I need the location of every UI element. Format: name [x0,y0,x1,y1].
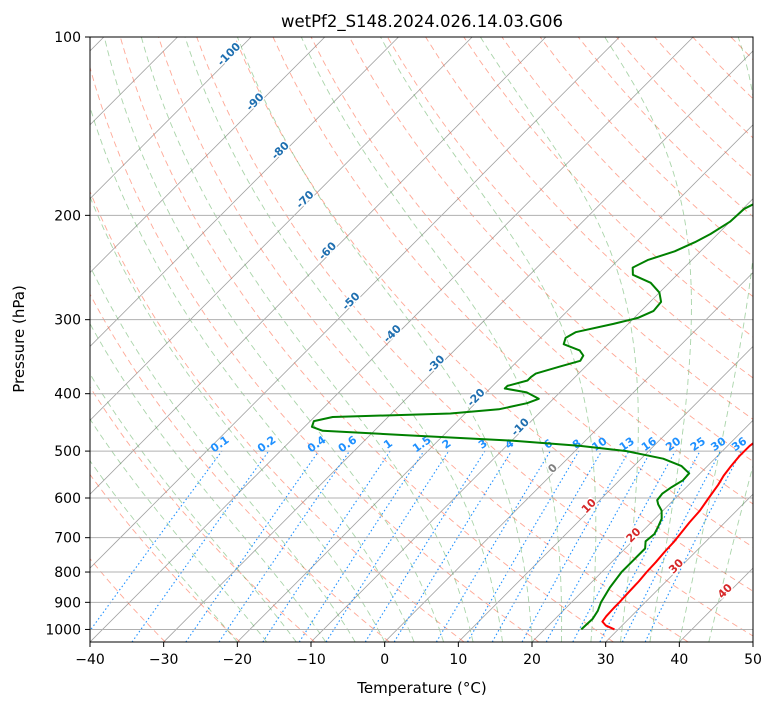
isotherm-line [752,641,753,642]
moist-adiabat-line [678,37,753,642]
x-axis-ticks: −40 −30 −20 −10 0 10 20 30 40 50 [75,642,762,668]
y-tick-label: 300 [54,313,81,329]
x-tick-label: 40 [670,652,688,668]
x-tick-label: 10 [449,652,467,668]
mixing-ratio-line [131,450,270,642]
isotherm-line [90,37,547,495]
isotherm-line [605,493,753,642]
mixing-ratio-line [325,450,450,642]
x-axis-label: Temperature (°C) [356,679,486,697]
y-tick-label: 100 [54,30,81,46]
isotherm-line [90,37,399,348]
isotherm-line [458,345,753,642]
profile-lines [310,203,753,631]
moist-adiabat-line [90,322,327,642]
dry-adiabat-line [90,386,315,642]
moist-adiabat-line [300,37,563,642]
mixing-ratio-line [644,450,742,642]
isotherm-line [90,37,473,421]
x-tick-label: −10 [296,652,326,668]
moist-adiabat-line [140,37,474,642]
x-tick-label: 50 [744,652,762,668]
isotherm-line [90,37,326,274]
dry-adiabat-line [348,37,753,462]
dry-adiabat-line [158,37,689,642]
moist-adiabat-line [90,459,238,642]
y-tick-label: 900 [54,595,81,611]
chart-title: wetPf2_S148.2024.026.14.03.G06 [281,12,563,32]
mixing-ratio-line [521,450,630,642]
y-tick-label: 800 [54,565,81,581]
isotherm-line [531,419,753,642]
mixing-ratio-line [262,450,391,642]
y-axis-ticks: 100 200 300 400 500 600 700 800 900 1000 [45,30,90,638]
x-tick-label: 0 [380,652,389,668]
x-tick-label: 30 [597,652,615,668]
isotherm-line [90,37,620,569]
dry-adiabat-line [387,37,753,420]
dry-adiabat-line [310,37,753,505]
y-tick-label: 500 [54,444,81,460]
isotherm-line [237,124,753,642]
dewpoint-profile-line [310,203,753,631]
y-tick-label: 400 [54,387,81,403]
mixing-ratio-line [572,450,676,642]
dry-adiabat-line [119,37,614,642]
dry-adiabat-line [463,37,753,338]
moist-adiabat-line [90,105,415,642]
moist-adiabat-line [90,418,268,642]
dry-adiabat-line [272,37,753,548]
plot-frame [89,36,754,643]
isotherm-line [90,37,694,642]
isotherm-line [90,37,252,200]
moist-adiabat-line [184,37,503,642]
pressure-gridlines [90,37,753,630]
x-tick-label: −20 [223,652,253,668]
dry-adiabat-line [425,37,753,379]
background-lines [90,37,753,642]
moist-adiabat-line [708,463,753,642]
x-tick-label: 20 [523,652,541,668]
moist-adiabat-line [90,195,386,642]
mixing-ratio-line [393,450,512,642]
y-tick-label: 700 [54,531,81,547]
plot-background [90,37,753,642]
mixing-ratio-line [90,450,223,632]
dry-adiabat-line [90,65,540,642]
dry-adiabat-line [90,293,390,642]
y-tick-label: 200 [54,208,81,224]
isotherm-line [163,50,753,642]
dry-adiabat-line [501,37,753,298]
dry-adiabat-line [90,473,241,642]
mixing-ratio-line [545,450,652,642]
temperature-profile-line [601,442,753,631]
isotherm-line [310,198,753,642]
mixing-ratio-line [218,450,350,642]
isotherm-line [384,271,753,642]
moist-adiabat-line [236,37,533,642]
moist-adiabat-line [480,37,639,642]
y-axis-label: Pressure (hPa) [10,285,28,393]
y-tick-label: 600 [54,491,81,507]
dry-adiabat-line [234,37,753,592]
x-tick-label: −40 [75,652,105,668]
mixing-ratio-line [298,450,425,642]
dry-adiabat-line [196,37,753,637]
y-tick-label: 1000 [45,622,81,638]
mixing-ratio-line [185,450,320,642]
moist-adiabat-line [380,37,597,642]
moist-adiabat-line [103,37,445,642]
moist-adiabat-line [90,265,356,642]
dry-adiabat-line [90,190,465,642]
moist-adiabat-line [604,37,692,642]
moist-adiabat-line [90,373,297,642]
x-tick-label: −30 [149,652,179,668]
